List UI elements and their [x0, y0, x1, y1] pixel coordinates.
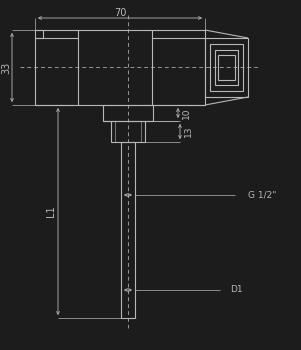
- Text: 33: 33: [1, 61, 11, 74]
- Text: L1: L1: [46, 206, 56, 217]
- Bar: [218, 55, 235, 80]
- Text: D1: D1: [230, 286, 243, 294]
- Bar: [121, 142, 135, 318]
- Bar: [111, 121, 145, 142]
- Text: 70: 70: [114, 8, 126, 18]
- Text: G 1/2": G 1/2": [248, 190, 276, 199]
- Bar: [35, 30, 205, 105]
- Bar: [205, 38, 248, 97]
- Text: 13: 13: [184, 126, 193, 137]
- Bar: [210, 44, 243, 91]
- Bar: [103, 105, 153, 121]
- Text: 10: 10: [182, 107, 191, 119]
- Bar: [215, 50, 238, 85]
